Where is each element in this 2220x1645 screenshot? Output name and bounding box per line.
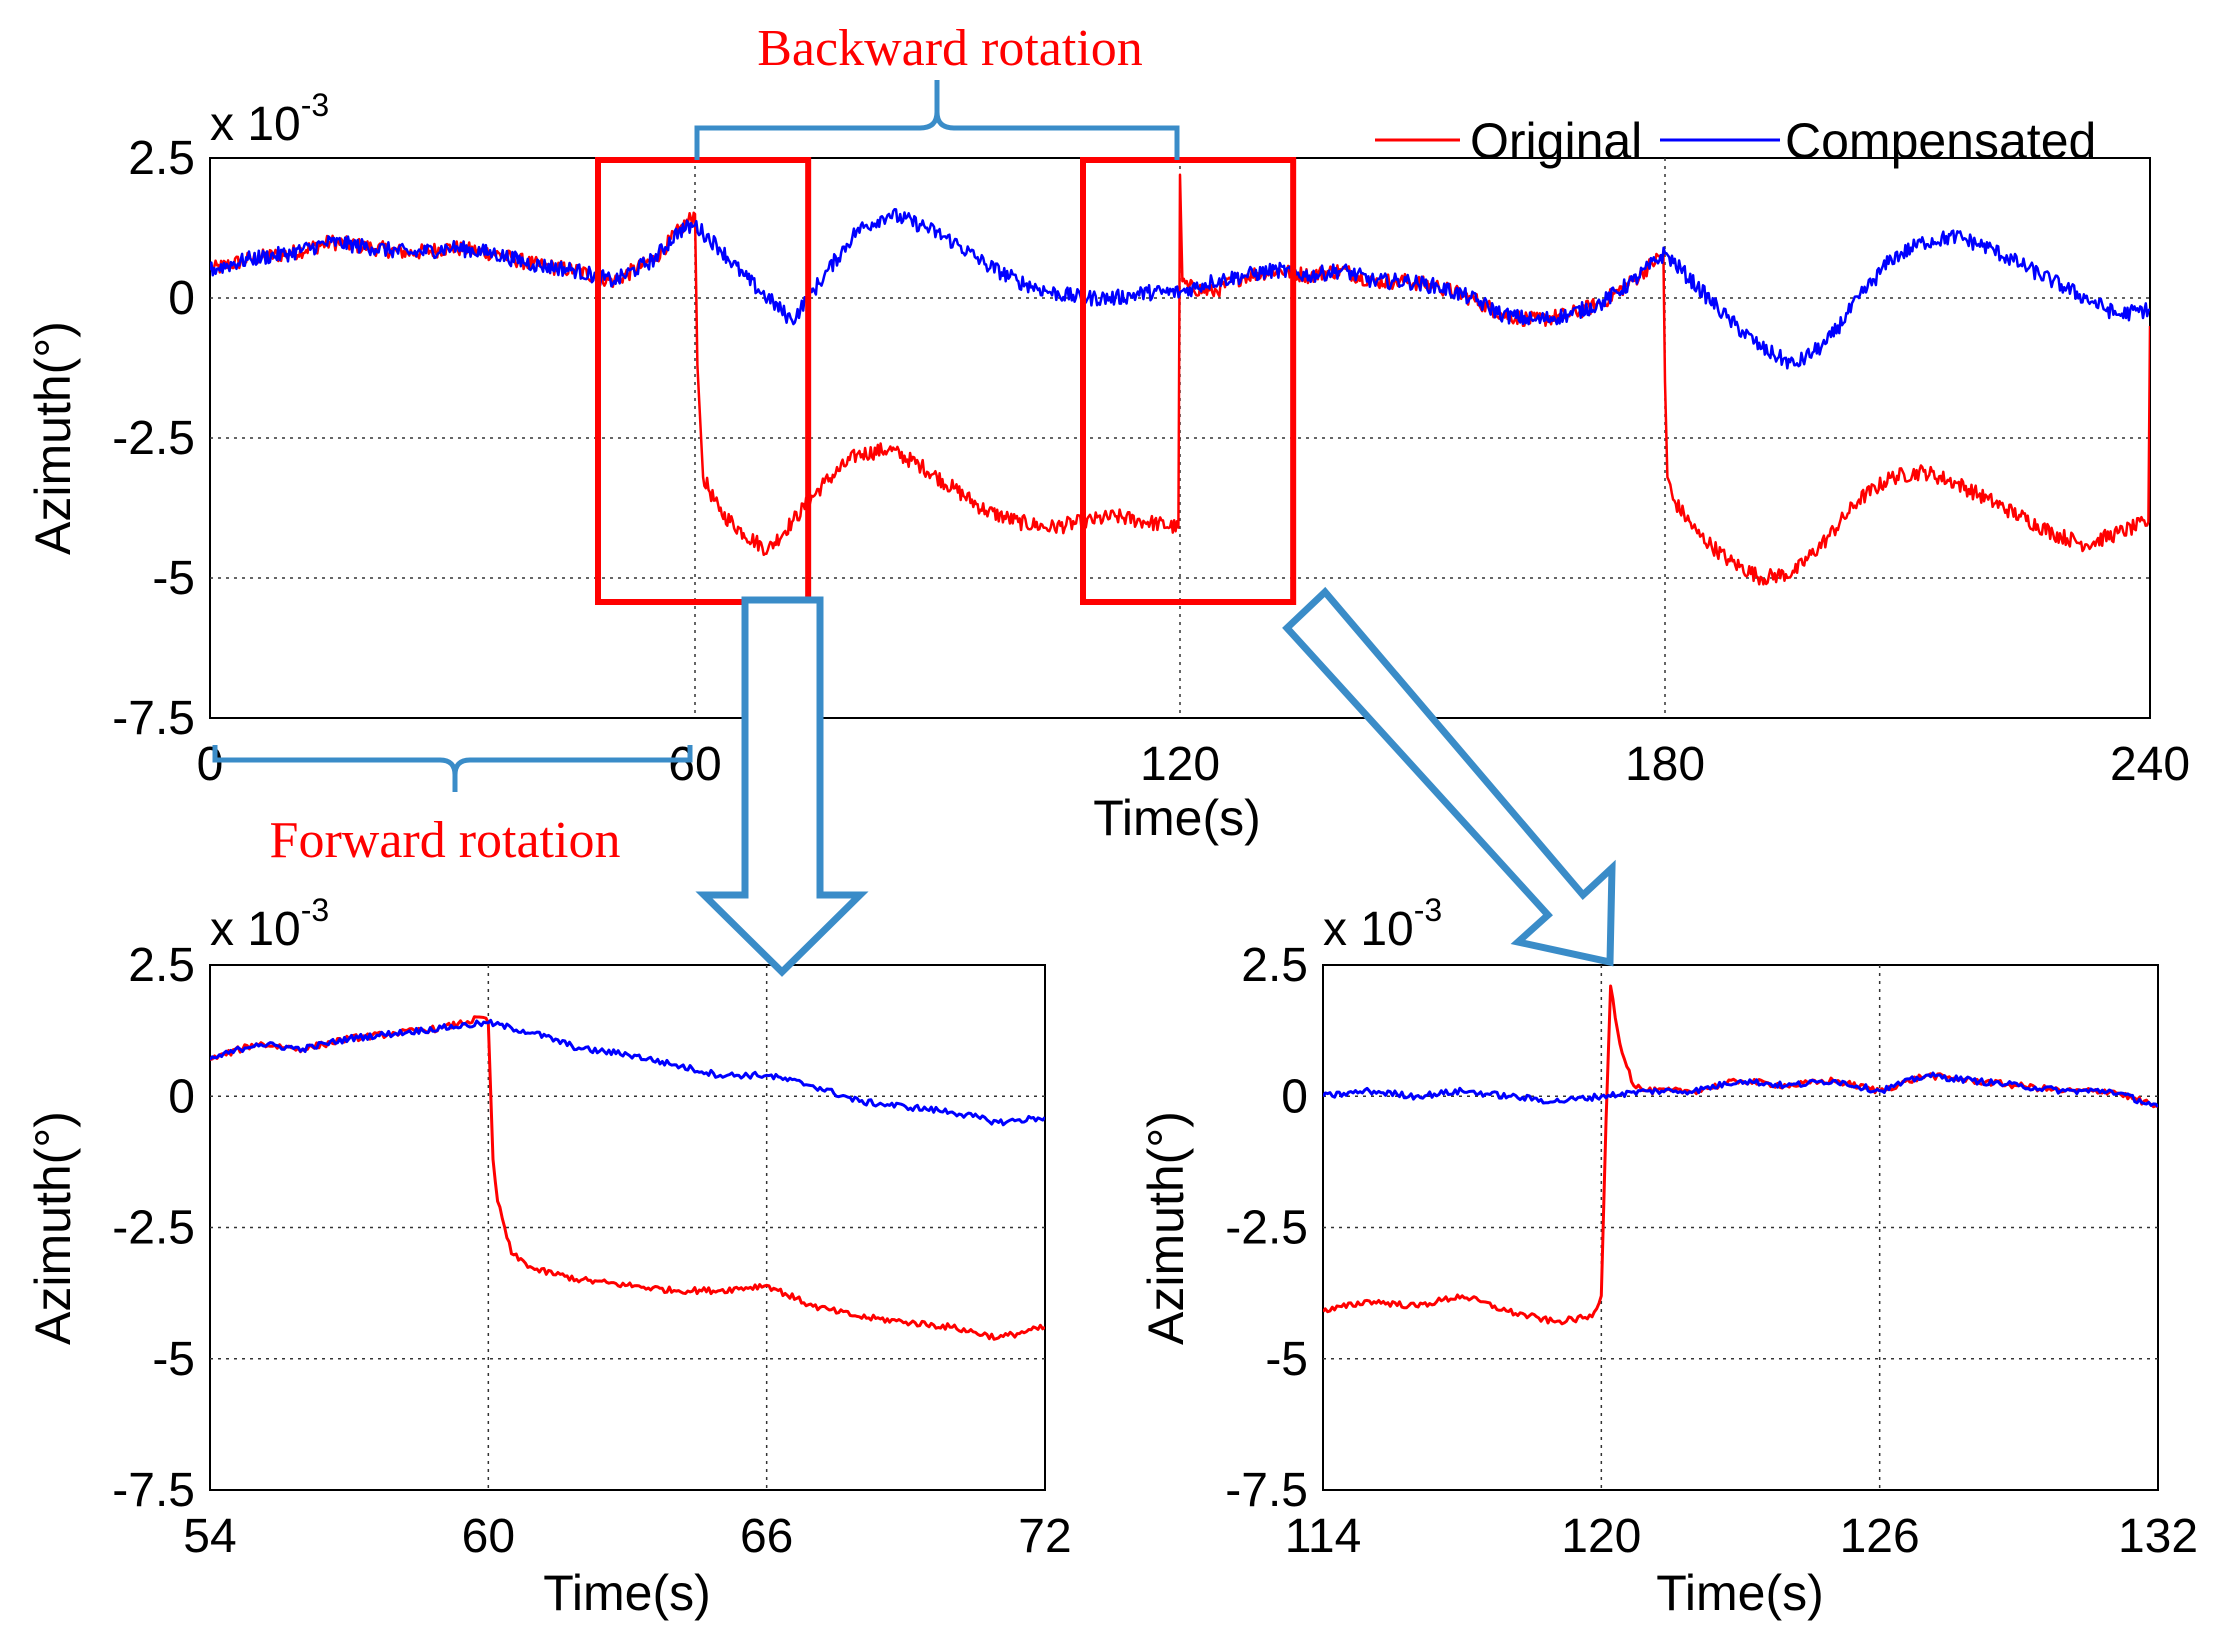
y-tick-label: -2.5 [112, 412, 195, 465]
zoom1-exponent: x 10-3 [210, 892, 329, 956]
zoom2-grid [1323, 965, 2158, 1490]
y-tick-label: -7.5 [112, 692, 195, 745]
series-line-original [210, 173, 2150, 586]
main-panel: 2.5 0 -2.5 -5 -7.5 0 60 120 180 240 x 10-3 Time(… [25, 87, 2190, 846]
main-ylabel: Azimuth(°) [25, 321, 81, 555]
y-tick-label: 2.5 [1241, 939, 1308, 992]
legend: Original Compensated [1375, 113, 2096, 169]
zoom1-lines [210, 1015, 1045, 1341]
x-tick-label: 66 [740, 1510, 793, 1563]
y-tick-label: 0 [168, 1070, 195, 1123]
x-tick-label: 120 [1561, 1510, 1641, 1563]
zoom2-lines [1323, 984, 2158, 1326]
zoom2-y-ticks: 2.5 0 -2.5 -5 -7.5 [1225, 939, 1308, 1517]
zoom1-y-ticks: 2.5 0 -2.5 -5 -7.5 [112, 939, 195, 1517]
y-tick-label: -5 [152, 1333, 195, 1386]
main-x-ticks: 0 60 120 180 240 [197, 738, 2190, 791]
zoom2-exponent-base: x 10 [1323, 903, 1414, 956]
x-tick-label: 72 [1018, 1510, 1071, 1563]
highlight-box [1080, 157, 1297, 605]
y-tick-label: 0 [1281, 1070, 1308, 1123]
main-exponent-base: x 10 [210, 98, 301, 151]
y-tick-label: 2.5 [128, 132, 195, 185]
main-exponent: x 10-3 [210, 87, 329, 151]
zoom-panel-left: 2.5 0 -2.5 -5 -7.5 54 60 66 72 x 10-3 Time(s) A… [25, 892, 1072, 1621]
x-tick-label: 60 [462, 1510, 515, 1563]
zoom1-ylabel: Azimuth(°) [25, 1111, 81, 1345]
y-tick-label: -2.5 [1225, 1202, 1308, 1255]
series-line-compensated [1323, 1071, 2158, 1108]
x-tick-label: 54 [183, 1510, 236, 1563]
zoom2-exponent: x 10-3 [1323, 892, 1442, 956]
zoom1-exponent-base: x 10 [210, 903, 301, 956]
legend-compensated-label: Compensated [1785, 113, 2096, 169]
zoom2-x-ticks: 114 120 126 132 [1285, 1510, 2198, 1563]
x-tick-label: 114 [1285, 1510, 1362, 1563]
x-tick-label: 60 [668, 738, 721, 791]
zoom-arrow-right [1282, 586, 1616, 967]
x-tick-label: 0 [197, 738, 224, 791]
y-tick-label: -5 [1265, 1333, 1308, 1386]
backward-brace [694, 80, 1180, 160]
y-tick-label: -7.5 [1225, 1464, 1308, 1517]
x-tick-label: 240 [2110, 738, 2190, 791]
main-y-ticks: 2.5 0 -2.5 -5 -7.5 [112, 132, 195, 745]
annotations: Backward rotation Forward rotation [212, 20, 1616, 977]
y-tick-label: 0 [168, 272, 195, 325]
x-tick-label: 180 [1625, 738, 1705, 791]
y-tick-label: 2.5 [128, 939, 195, 992]
x-tick-label: 126 [1840, 1510, 1920, 1563]
series-line-compensated [210, 207, 2150, 370]
zoom2-exponent-power: -3 [1414, 892, 1442, 928]
x-tick-label: 120 [1140, 738, 1220, 791]
main-exponent-power: -3 [301, 87, 329, 123]
backward-rotation-label: Backward rotation [757, 20, 1143, 77]
zoom1-grid [210, 965, 1045, 1490]
x-tick-label: 132 [2118, 1510, 2198, 1563]
zoom1-x-ticks: 54 60 66 72 [183, 1510, 1071, 1563]
zoom-arrow-left [695, 596, 869, 977]
highlight-box [595, 157, 812, 605]
legend-original-label: Original [1470, 113, 1642, 169]
highlight-boxes [595, 157, 1297, 605]
y-tick-label: -7.5 [112, 1464, 195, 1517]
forward-brace [212, 745, 693, 792]
zoom1-xlabel: Time(s) [543, 1565, 711, 1621]
zoom2-xlabel: Time(s) [1656, 1565, 1824, 1621]
zoom1-exponent-power: -3 [301, 892, 329, 928]
series-line-compensated [210, 1018, 1045, 1127]
zoom2-ylabel: Azimuth(°) [1138, 1111, 1194, 1345]
forward-rotation-label: Forward rotation [270, 812, 621, 869]
main-lines [210, 173, 2150, 586]
main-xlabel: Time(s) [1093, 790, 1261, 846]
zoom-panel-right: 2.5 0 -2.5 -5 -7.5 114 120 126 132 x 10-3 Time(… [1138, 892, 2198, 1621]
y-tick-label: -5 [152, 552, 195, 605]
y-tick-label: -2.5 [112, 1202, 195, 1255]
